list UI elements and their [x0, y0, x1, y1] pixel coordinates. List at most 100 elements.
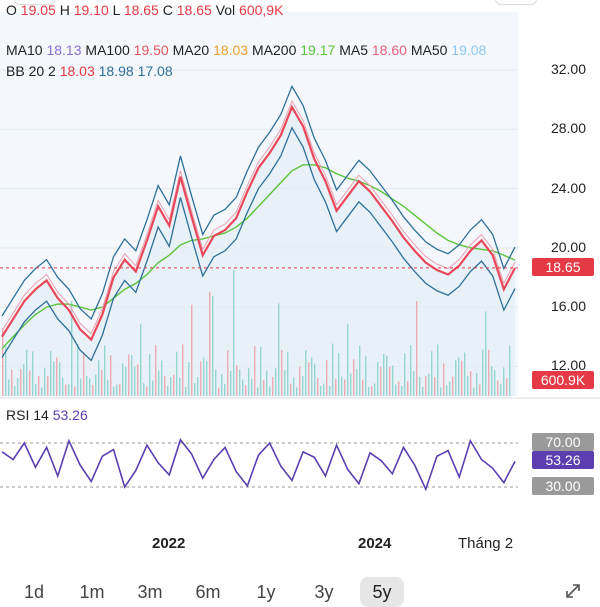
- expand-icon[interactable]: [564, 582, 582, 600]
- volume-bar: [305, 350, 307, 396]
- price-tick-label: 16.00: [550, 298, 586, 315]
- volume-bar: [173, 374, 175, 396]
- price-line: [1, 104, 516, 342]
- volume-bar: [401, 385, 403, 396]
- volume-bar: [161, 360, 163, 396]
- volume-bar: [32, 351, 34, 396]
- x-tick-label: 2022: [152, 535, 186, 552]
- legend-value: 19.08: [451, 42, 487, 58]
- volume-bar: [374, 383, 376, 396]
- volume-bar: [389, 366, 391, 396]
- volume-bar: [128, 354, 130, 396]
- volume-bar: [452, 376, 454, 396]
- time-range-bar: 1d 1m 3m 6m 1y 3y 5y: [0, 575, 600, 607]
- legend-value: 17.08: [137, 63, 173, 79]
- legend-key: BB 20 2: [6, 63, 60, 79]
- legend-key: MA5: [339, 42, 372, 58]
- volume-bar: [269, 386, 271, 396]
- volume-bar: [206, 361, 208, 396]
- volume-bar: [407, 381, 409, 396]
- volume-bar: [68, 384, 70, 396]
- volume-bar: [476, 372, 478, 396]
- volume-bar: [284, 370, 286, 396]
- volume-bar: [308, 362, 310, 396]
- range-button-1d[interactable]: 1d: [23, 582, 45, 602]
- volume-bar: [281, 350, 283, 396]
- range-button-1m[interactable]: 1m: [79, 582, 105, 602]
- volume-bar: [353, 359, 355, 396]
- legend-key: MA10: [6, 42, 47, 58]
- legend-rsi: RSI 14 53.26: [6, 406, 88, 424]
- volume-bar: [458, 357, 460, 396]
- volume-bar: [5, 346, 7, 396]
- legend-value: 18.60: [371, 42, 411, 58]
- volume-bar: [107, 380, 109, 396]
- legend-key: RSI 14: [6, 407, 53, 423]
- volume-bar: [404, 353, 406, 396]
- range-button-6m[interactable]: 6m: [195, 582, 221, 602]
- range-button-3y[interactable]: 3y: [314, 582, 334, 602]
- volume-bar: [425, 376, 427, 396]
- volume-bar: [80, 378, 82, 396]
- range-button-3m[interactable]: 3m: [137, 582, 163, 602]
- volume-bar: [500, 384, 502, 396]
- volume-bar: [479, 384, 481, 396]
- legend-key: MA100: [85, 42, 134, 58]
- volume-bar: [467, 375, 469, 396]
- volume-bar: [236, 365, 238, 396]
- volume-bar: [215, 369, 217, 396]
- ma200-line: [1, 164, 516, 350]
- volume-bar: [287, 352, 289, 396]
- volume-bar: [317, 378, 319, 396]
- range-button-5y[interactable]: 5y: [360, 577, 404, 607]
- volume-bar: [263, 380, 265, 396]
- volume-bar: [335, 379, 337, 396]
- volume-bar: [293, 377, 295, 396]
- volume-bar: [197, 377, 199, 396]
- volume-bar: [332, 343, 334, 396]
- volume-bar: [443, 363, 445, 396]
- range-button-1y[interactable]: 1y: [256, 582, 276, 602]
- volume-bar: [302, 376, 304, 396]
- volume-bar: [182, 344, 184, 396]
- volume-bar: [65, 384, 67, 396]
- bb-lower-line: [1, 126, 516, 362]
- legend-key: H: [59, 2, 74, 18]
- volume-bar: [110, 355, 112, 396]
- volume-bar: [290, 383, 292, 396]
- volume-bar: [416, 301, 418, 396]
- volume-bar: [137, 364, 139, 396]
- volume-bar: [143, 383, 145, 396]
- volume-bar: [86, 375, 88, 396]
- volume-bar: [146, 386, 148, 396]
- volume-bar: [116, 384, 118, 396]
- volume-bar: [377, 361, 379, 396]
- volume-bar: [113, 386, 115, 396]
- legend-bb: BB 20 2 18.03 18.98 17.08: [6, 62, 173, 80]
- volume-bar: [149, 354, 151, 396]
- price-tick-label: 20.00: [550, 238, 586, 255]
- volume-bar: [155, 345, 157, 396]
- volume-bar: [44, 368, 46, 396]
- top-control-right[interactable]: [495, 0, 537, 5]
- volume-bar: [203, 357, 205, 396]
- volume-bar: [329, 385, 331, 396]
- legend-key: O: [6, 2, 21, 18]
- volume-bar: [440, 387, 442, 396]
- volume-bar: [62, 377, 64, 396]
- volume-bar: [230, 370, 232, 396]
- volume-bar: [188, 362, 190, 396]
- rsi-line: [1, 438, 516, 492]
- volume-bar: [311, 357, 313, 396]
- volume-bar: [170, 377, 172, 396]
- volume-bar: [77, 343, 79, 396]
- volume-bar: [221, 374, 223, 396]
- volume-bar: [239, 369, 241, 396]
- volume-bar: [134, 366, 136, 396]
- volume-bar: [17, 378, 19, 396]
- volume-bar: [20, 368, 22, 396]
- volume-bar: [380, 366, 382, 396]
- rsi-70-tag: 70.00: [532, 433, 594, 451]
- volume-bar: [29, 370, 31, 396]
